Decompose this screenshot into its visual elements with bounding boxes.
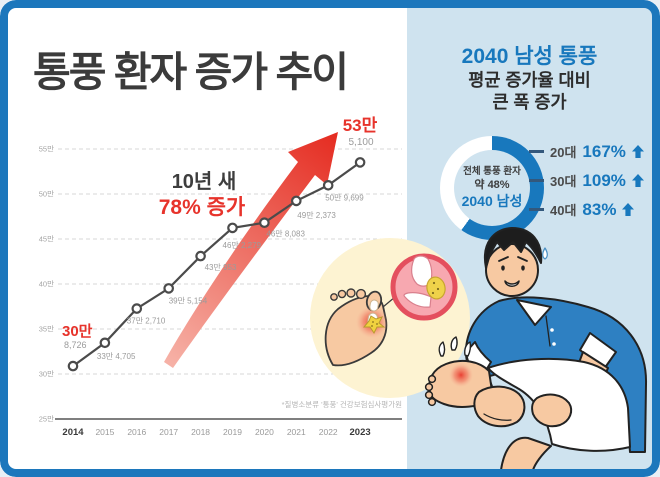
rising-arrow: [164, 132, 338, 368]
donut-center-line3: 2040 남성: [461, 193, 523, 210]
chart-annotation: 10년 새 78% 증가: [156, 168, 248, 222]
donut-center-line1: 전체 통풍 환자: [463, 165, 521, 177]
point-label-2016: 37만 2,710: [127, 317, 166, 326]
xtick-2014: 2014: [62, 427, 84, 438]
point-label-2019: 46만 2,279: [223, 241, 262, 250]
chart-series: [67, 157, 366, 372]
up-arrow-icon: [631, 145, 644, 158]
ytick-label: 35만: [39, 325, 54, 334]
point-label-2022: 50만 9,699: [325, 193, 364, 202]
age-label: 40대: [550, 203, 577, 218]
age-stats-list: 20대 167% 30대 109% 40대 83%: [529, 141, 644, 220]
donut-chart: 전체 통풍 환자 약 48% 2040 남성: [440, 136, 544, 240]
xtick-2018: 2018: [191, 427, 210, 437]
connector-dash: [529, 150, 544, 153]
age-label: 20대: [550, 145, 577, 160]
age-label: 30대: [550, 174, 577, 189]
right-panel-header: 2040 남성 통풍 평균 증가율 대비 큰 폭 증가: [407, 44, 652, 114]
annotation-line1: 10년 새: [172, 170, 237, 193]
point-label-2015: 33만 4,705: [97, 352, 136, 361]
chart-x-axis: 2014 2015 2016 2017 2018 2019 2020 2021 2022 2023: [62, 427, 370, 438]
last-point-highlight: 53만: [343, 116, 378, 135]
stat-row-40s: 40대 83%: [529, 199, 644, 220]
donut-center-label: 전체 통풍 환자 약 48% 2040 남성: [440, 136, 544, 240]
header-line1: 2040 남성 통풍: [461, 45, 598, 68]
ytick-label: 50만: [39, 190, 54, 199]
chart-labels: 33만 4,705 37만 2,710 39만 5,154 43만 953 46만 2,…: [62, 116, 402, 409]
donut-center-line2: 약 48%: [474, 178, 510, 191]
chart-point-2017: [163, 283, 174, 294]
ytick-label: 45만: [39, 235, 54, 244]
ytick-label: 30만: [39, 370, 54, 379]
connector-dash: [529, 179, 544, 182]
pct-value: 167%: [582, 141, 626, 161]
annotation-line2: 78% 증가: [159, 196, 246, 219]
chart-point-2014: [67, 360, 79, 372]
chart-point-2023: [354, 157, 366, 168]
point-label-2021: 49만 2,373: [297, 211, 336, 220]
chart-point-2018: [195, 250, 206, 262]
chart-point-2020: [259, 217, 270, 228]
pct-value: 83%: [582, 199, 617, 219]
ytick-label: 25만: [39, 415, 54, 424]
point-label-2017: 39만 5,154: [169, 296, 208, 305]
first-point-sub: 8,726: [64, 340, 87, 350]
chart-point-2022: [322, 180, 334, 191]
xtick-2016: 2016: [127, 427, 146, 437]
ytick-label: 40만: [39, 280, 54, 289]
trend-line: [72, 161, 361, 367]
xtick-2015: 2015: [95, 427, 114, 437]
xtick-2017: 2017: [159, 427, 178, 437]
connector-dash: [529, 208, 544, 211]
chart-point-2015: [99, 337, 111, 349]
chart-point-2021: [290, 195, 302, 207]
pct-value: 109%: [582, 170, 626, 190]
xtick-2020: 2020: [255, 427, 274, 437]
last-point-sub: 5,100: [348, 137, 373, 148]
stat-row-20s: 20대 167%: [529, 141, 644, 162]
up-arrow-icon: [622, 203, 635, 216]
page-title: 통풍 환자 증가 추이: [33, 49, 349, 95]
stat-row-30s: 30대 109%: [529, 170, 644, 191]
xtick-2022: 2022: [319, 427, 338, 437]
up-arrow-icon: [631, 174, 644, 187]
header-line2: 평균 증가율 대비: [468, 70, 591, 91]
xtick-2023: 2023: [350, 427, 371, 438]
chart-point-2019: [227, 222, 238, 234]
first-point-highlight: 30만: [62, 323, 93, 340]
point-label-2020: 46만 8,083: [266, 230, 305, 239]
chart-point-2016: [131, 303, 143, 314]
xtick-2019: 2019: [223, 427, 242, 437]
ytick-label: 55만: [39, 145, 54, 154]
xtick-2021: 2021: [287, 427, 306, 437]
source-note: *질병소분류 '통풍' 건강보험심사평가원: [282, 399, 402, 409]
header-line3: 큰 폭 증가: [492, 92, 567, 113]
chart-grid: 25만 30만 35만 40만 45만 50만 55만: [39, 145, 402, 424]
point-label-2018: 43만 953: [205, 263, 237, 272]
